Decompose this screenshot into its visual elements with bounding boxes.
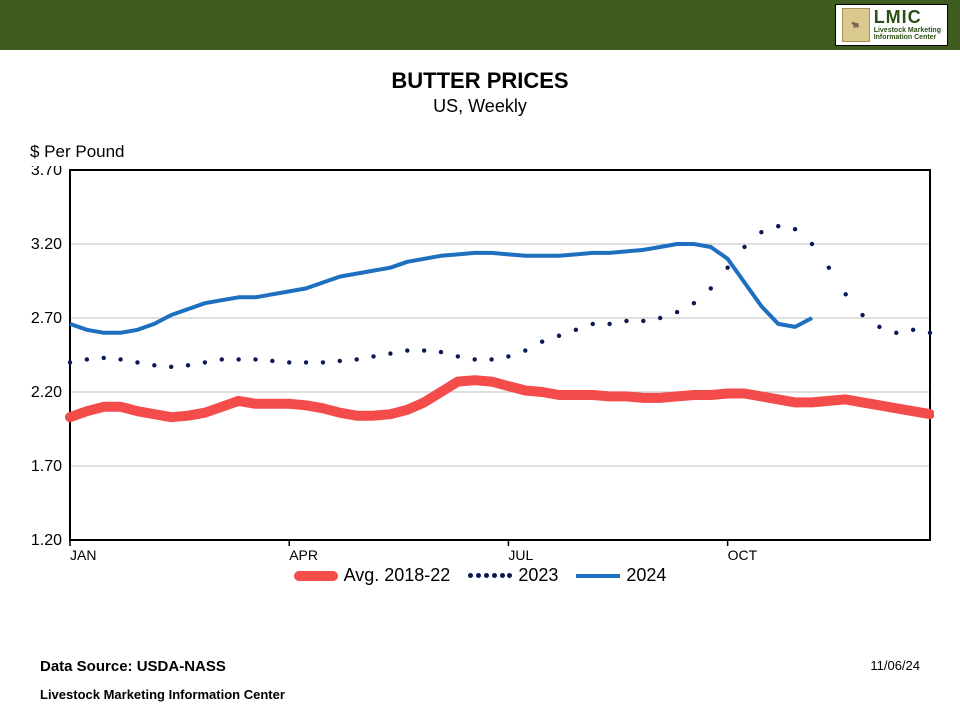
- legend-item: 2023: [468, 565, 558, 586]
- logo: 🐂 LMIC Livestock Marketing Information C…: [835, 4, 948, 46]
- logo-mark: 🐂: [842, 8, 870, 42]
- legend-swatch: [294, 571, 338, 581]
- header-band: 🐂 LMIC Livestock Marketing Information C…: [0, 0, 960, 50]
- svg-text:JUL: JUL: [508, 547, 533, 563]
- chart-plot: 1.20 1.70 2.20 2.70 3.20 3.70 JAN APR JUL OCT: [22, 166, 934, 566]
- legend-item: Avg. 2018-22: [294, 565, 451, 586]
- logo-text: LMIC Livestock Marketing Information Cen…: [874, 8, 941, 42]
- title-block: BUTTER PRICES US, Weekly: [0, 68, 960, 117]
- chart-title: BUTTER PRICES: [0, 68, 960, 94]
- svg-text:2.70: 2.70: [31, 310, 62, 327]
- data-source: Data Source: USDA-NASS: [40, 658, 920, 675]
- chart-svg: 1.20 1.70 2.20 2.70 3.20 3.70 JAN APR JUL OCT: [22, 166, 934, 566]
- yaxis-label: $ Per Pound: [30, 142, 125, 162]
- footer: Data Source: USDA-NASS Livestock Marketi…: [40, 658, 920, 702]
- svg-text:3.20: 3.20: [31, 236, 62, 253]
- logo-abbr: LMIC: [874, 8, 941, 27]
- svg-text:JAN: JAN: [70, 547, 96, 563]
- legend-label: Avg. 2018-22: [344, 565, 451, 586]
- logo-line1: Livestock Marketing: [874, 27, 941, 34]
- logo-line2: Information Center: [874, 34, 941, 41]
- legend-swatch: [576, 574, 620, 578]
- svg-text:APR: APR: [289, 547, 318, 563]
- legend-item: 2024: [576, 565, 666, 586]
- date-stamp: 11/06/24: [870, 658, 920, 673]
- svg-text:1.20: 1.20: [31, 532, 62, 549]
- legend-label: 2024: [626, 565, 666, 586]
- center-name: Livestock Marketing Information Center: [40, 687, 920, 702]
- legend-label: 2023: [518, 565, 558, 586]
- legend: Avg. 2018-22 2023 2024: [0, 565, 960, 586]
- svg-text:2.20: 2.20: [31, 384, 62, 401]
- svg-text:3.70: 3.70: [31, 166, 62, 179]
- svg-text:1.70: 1.70: [31, 458, 62, 475]
- chart-subtitle: US, Weekly: [0, 96, 960, 117]
- svg-text:OCT: OCT: [728, 547, 758, 563]
- legend-swatch: [468, 573, 512, 579]
